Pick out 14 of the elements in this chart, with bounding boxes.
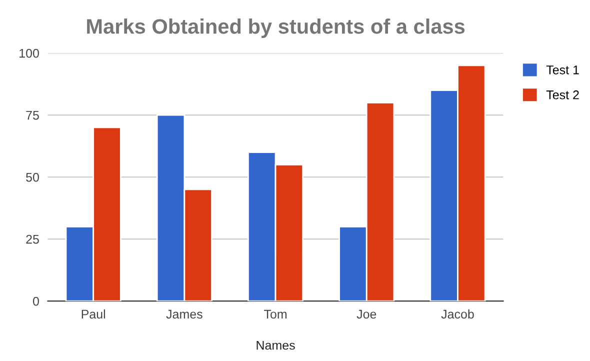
chart-title: Marks Obtained by students of a class bbox=[87, 18, 465, 38]
y-tick-label: 25 bbox=[26, 234, 39, 244]
legend-label: Test 2 bbox=[546, 90, 579, 100]
x-tick-label: Tom bbox=[264, 310, 287, 319]
y-tick-label: 50 bbox=[26, 172, 39, 182]
x-tick-label: Paul bbox=[82, 309, 106, 319]
x-axis-title: Names bbox=[256, 340, 295, 350]
y-tick-label: 100 bbox=[20, 48, 39, 58]
legend-label: Test 1 bbox=[546, 66, 579, 74]
x-tick-label: Joe bbox=[356, 310, 376, 319]
x-tick-label: Jacob bbox=[441, 309, 474, 319]
y-tick-label: 0 bbox=[32, 296, 39, 306]
x-tick-label: James bbox=[166, 310, 202, 319]
y-tick-label: 75 bbox=[26, 111, 39, 120]
